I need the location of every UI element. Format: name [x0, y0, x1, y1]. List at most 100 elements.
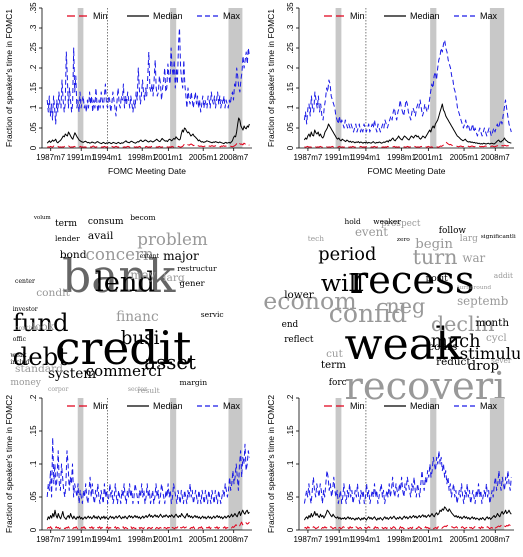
cloud-word: confid [328, 299, 408, 329]
x-axis-label: FOMC Meeting Date [368, 166, 446, 176]
legend-label: Median [153, 401, 183, 411]
legend-label: Max [223, 11, 241, 21]
cloud-word: significantli [480, 233, 516, 240]
cloud-word: major [163, 249, 199, 263]
x-tick-label: 1998m1 [128, 535, 157, 544]
series-line-max [46, 437, 250, 505]
cloud-word: reflect [284, 335, 314, 346]
legend-label: Min [93, 11, 108, 21]
cloud-word: cycl [485, 331, 507, 344]
y-tick-label: .1 [286, 460, 295, 467]
y-tick-label: .1 [286, 104, 295, 111]
cloud-word: turnaround [457, 285, 492, 292]
recession-band [77, 8, 84, 148]
legend-label: Max [480, 401, 498, 411]
x-tick-label: 2008m7 [219, 535, 248, 544]
cloud-word: weak [344, 319, 463, 371]
y-tick-label: .15 [29, 82, 38, 94]
x-tick-label: 2001m1 [154, 153, 183, 162]
cloud-word: neg [386, 293, 426, 318]
legend-label: Median [410, 401, 440, 411]
cloud-word: center [15, 277, 35, 285]
cloud-word: system [47, 365, 97, 382]
cloud-word: begin [415, 237, 453, 253]
y-tick-label: .3 [29, 24, 38, 31]
cloud-word: asset [144, 350, 196, 374]
cloud-word: recess [349, 258, 475, 304]
series-line-min [304, 524, 512, 530]
cloud-word: includ [10, 359, 30, 367]
chart-panel-fomc1-left: 0 .05 .1 .15 .2 .25 .3 .35 1987m7 1991m1 1994m1 199… [0, 0, 262, 180]
recession-band [77, 398, 84, 530]
y-tick-label: .15 [286, 425, 295, 437]
cloud-word: problem [137, 229, 208, 249]
cloud-word: follow [438, 226, 467, 237]
cloud-word: term [320, 359, 346, 372]
cloud-word: volum [33, 214, 51, 221]
cloud-word: debt [12, 342, 68, 371]
x-tick-label: 2001m1 [414, 535, 443, 544]
cloud-word: servic [200, 309, 224, 319]
x-tick-label: 2005m1 [450, 535, 479, 544]
y-tick-label: 0 [286, 527, 295, 532]
y-axis-label: Fraction of speaker's time in FOMC1 [266, 9, 276, 147]
y-tick-label: 0 [29, 527, 38, 532]
chart-panel-fomc1-right: 0 .05 .1 .15 .2 .25 .3 .35 1987m7 1991m1 1994m1 199… [262, 0, 523, 180]
y-tick-label: .05 [286, 122, 295, 134]
cloud-word: sever [491, 355, 512, 365]
cloud-word: investor [12, 306, 38, 313]
recession-band [228, 8, 243, 148]
series-line-median [303, 103, 512, 145]
x-tick-label: 1994m1 [93, 153, 122, 162]
cloud-word: money [10, 378, 41, 389]
series-line-min [46, 521, 250, 530]
y-tick-label: .3 [286, 24, 295, 31]
x-tick-label: 1987m7 [293, 535, 322, 544]
y-tick-label: .1 [29, 460, 38, 467]
y-axis-label: Fraction of speaker's time in FOMC1 [4, 9, 14, 147]
recession-band [170, 8, 177, 148]
cloud-word: hold [344, 216, 361, 226]
x-axis-label: FOMC Meeting Date [108, 166, 186, 176]
cloud-word: lower [284, 289, 314, 301]
legend-label: Max [223, 401, 241, 411]
chart-panel-fomc2-left: 0 .05 .1 .15 .2 1987m7 1991m1 1994m1 1998m1 2001m… [0, 392, 262, 552]
cloud-word: gener [179, 279, 205, 290]
cloud-word: drop [467, 359, 500, 375]
cloud-word: credit [55, 322, 192, 375]
x-tick-label: 2008m7 [219, 153, 248, 162]
recession-band [228, 398, 243, 530]
cloud-word: margin [179, 378, 208, 388]
y-tick-label: .15 [29, 425, 38, 437]
y-tick-label: .35 [29, 2, 38, 14]
x-tick-label: 2005m1 [450, 153, 479, 162]
cloud-word: cut [326, 348, 343, 361]
cloud-word: look [31, 320, 55, 334]
cloud-word: restructur [177, 264, 217, 274]
chart-panel-fomc2-right: 0 .05 .1 .15 .2 1987m7 1991m1 1994m1 1998m1 2001m… [262, 392, 523, 552]
cloud-word: stimulu [459, 343, 520, 363]
y-tick-label: 0 [286, 145, 295, 150]
legend-label: Median [410, 11, 440, 21]
cloud-word: standard [15, 362, 63, 375]
legend-label: Min [93, 401, 108, 411]
y-tick-label: .25 [29, 42, 38, 54]
cloud-word: will [320, 268, 364, 297]
x-tick-label: 2008m7 [481, 153, 510, 162]
cloud-word: posit [425, 274, 448, 285]
word-cloud-left: bank credit lend fund debt asset concern proble… [8, 212, 243, 402]
cloud-word: condit [36, 286, 70, 299]
legend-label: Median [153, 11, 183, 21]
cloud-word: extent [139, 252, 160, 260]
cloud-word: prospect [381, 218, 421, 229]
recession-band [335, 8, 342, 148]
y-tick-label: .05 [29, 491, 38, 503]
x-tick-label: 1994m1 [351, 153, 380, 162]
recession-band [430, 8, 437, 148]
series-line-median [303, 506, 512, 521]
series-line-min [47, 141, 250, 148]
recession-band [489, 8, 505, 148]
y-tick-label: .2 [29, 64, 38, 71]
